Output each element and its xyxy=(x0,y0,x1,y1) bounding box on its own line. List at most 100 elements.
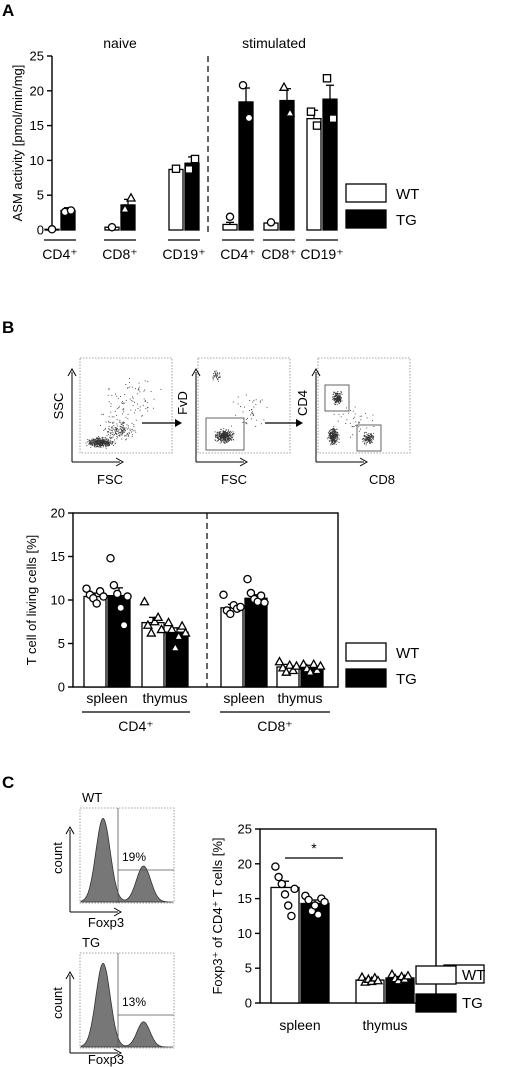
event-dot xyxy=(213,376,215,378)
event-dot xyxy=(335,401,337,403)
event-dot xyxy=(120,423,122,425)
event-dot xyxy=(333,443,335,445)
y-tick-label: 0 xyxy=(58,680,65,695)
category-label: CD8⁺ xyxy=(261,246,296,262)
event-dot xyxy=(130,400,132,402)
event-dot xyxy=(233,433,235,435)
event-dot xyxy=(112,426,114,428)
data-point-tg xyxy=(163,617,174,627)
event-dot xyxy=(330,435,331,437)
event-dot xyxy=(215,375,217,376)
event-dot xyxy=(91,442,93,444)
event-dot xyxy=(94,443,96,445)
event-dot xyxy=(219,437,221,439)
event-dot xyxy=(135,409,136,411)
event-dot xyxy=(229,437,231,439)
event-dot xyxy=(338,438,340,440)
event-dot xyxy=(106,444,108,445)
event-dot xyxy=(109,440,111,441)
event-dot xyxy=(338,397,340,398)
event-dot xyxy=(365,412,366,414)
event-dot xyxy=(251,412,252,414)
chart-c: 0 5 10 15 20 25 Foxp3⁺ of CD4⁺ T cells [%] sple… xyxy=(210,822,437,1033)
event-dot xyxy=(222,433,224,435)
event-dot xyxy=(336,393,338,395)
event-dot xyxy=(220,433,222,435)
event-dot xyxy=(100,445,102,447)
event-dot xyxy=(138,386,140,388)
event-dot xyxy=(329,436,331,438)
event-dot xyxy=(90,444,92,446)
flow-plot-3-events xyxy=(326,391,375,446)
histogram-wt-curve xyxy=(80,817,173,903)
event-dot xyxy=(217,379,218,380)
event-dot xyxy=(121,429,123,430)
event-dot xyxy=(108,389,110,391)
event-dot xyxy=(219,439,221,440)
event-dot xyxy=(111,441,113,442)
event-dot xyxy=(147,407,148,409)
event-dot xyxy=(338,402,340,404)
flow-plot-cd4-cd8: CD4 CD8 xyxy=(295,357,411,487)
event-dot xyxy=(249,400,251,401)
event-dot xyxy=(94,446,96,448)
event-dot xyxy=(223,439,224,440)
event-dot xyxy=(220,429,222,430)
event-dot xyxy=(229,434,231,436)
event-dot xyxy=(370,436,372,438)
event-dot xyxy=(231,425,232,427)
event-dot xyxy=(110,441,111,443)
event-dot xyxy=(104,437,106,439)
event-dot xyxy=(92,440,93,441)
event-dot xyxy=(122,432,124,434)
event-dot xyxy=(334,441,336,443)
event-dot xyxy=(223,434,225,436)
event-dot xyxy=(97,442,98,444)
event-dot xyxy=(218,373,220,375)
event-dot xyxy=(246,423,248,425)
event-dot xyxy=(227,439,229,441)
event-dot xyxy=(122,430,124,431)
event-dot xyxy=(240,406,241,407)
event-dot xyxy=(334,434,336,435)
event-dot xyxy=(334,431,336,433)
event-dot xyxy=(231,437,233,439)
event-dot xyxy=(125,439,126,441)
event-dot xyxy=(219,376,221,378)
bar-tg xyxy=(279,99,295,231)
event-dot xyxy=(108,388,110,389)
event-dot xyxy=(358,422,360,424)
event-dot xyxy=(339,399,341,401)
event-dot xyxy=(253,399,255,401)
event-dot xyxy=(226,434,228,436)
event-dot xyxy=(229,433,231,435)
event-dot xyxy=(224,438,226,439)
event-dot xyxy=(119,432,121,434)
event-dot xyxy=(112,432,114,434)
event-dot xyxy=(215,371,217,373)
event-dot xyxy=(219,432,221,433)
event-dot xyxy=(93,438,95,440)
event-dot xyxy=(139,406,141,408)
event-dot xyxy=(125,417,127,419)
event-dot xyxy=(338,399,339,401)
event-dot xyxy=(217,432,219,434)
event-dot xyxy=(226,438,228,440)
event-dot xyxy=(118,407,119,409)
histogram-tg: TG 13% count Foxp3 xyxy=(50,935,175,1067)
event-dot xyxy=(125,435,127,437)
event-dot xyxy=(366,436,368,437)
y-tick-label: 5 xyxy=(37,188,44,203)
event-dot xyxy=(337,438,339,439)
event-dot xyxy=(96,438,98,439)
event-dot xyxy=(129,382,131,383)
event-dot xyxy=(132,400,134,402)
event-dot xyxy=(338,393,340,395)
event-dot xyxy=(95,442,96,444)
event-dot xyxy=(339,397,341,399)
event-dot xyxy=(96,437,98,439)
data-point-tg xyxy=(310,901,320,910)
event-dot xyxy=(229,431,231,433)
bar-tg xyxy=(244,597,268,688)
event-dot xyxy=(108,445,110,446)
